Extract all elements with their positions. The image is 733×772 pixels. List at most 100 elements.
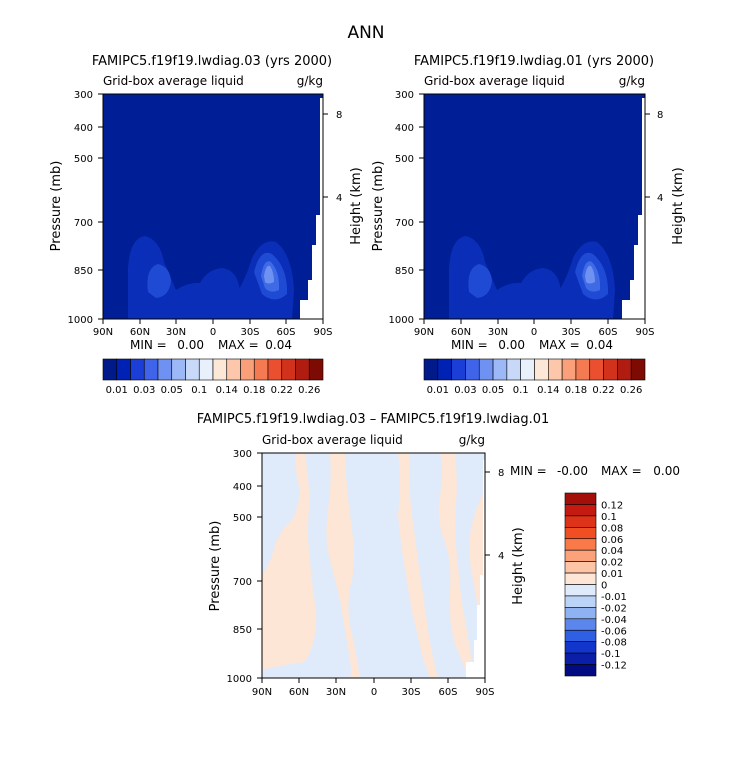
x-tick-label: 90N [93,327,113,338]
colorbar-swatch [617,358,632,381]
contour-level-1 [128,236,294,319]
y-tick-label: 500 [395,154,414,165]
panel-subtitle-right: g/kg [619,74,645,88]
colorbar-swatch [564,595,597,608]
contour-layer [128,94,323,319]
colorbar-label: 0.26 [620,385,642,396]
x-tick-label: 30S [240,327,259,338]
x-tick-label: 60S [598,327,617,338]
panel-1: FAMIPC5.f19f19.lwdiag.03 (yrs 2000) Grid… [49,54,364,396]
min-label: MIN = [510,464,547,478]
colorbar-label: -0.12 [601,661,627,672]
y-axis-label: Pressure (mb) [49,161,64,252]
colorbar-label: 0.03 [133,385,155,396]
colorbar-swatch [575,358,591,381]
difference-field [262,453,485,678]
y-right-tick-label: 8 [336,110,342,121]
x-tick-label: 0 [371,687,377,698]
max-value: 0.00 [653,464,680,478]
colorbar-swatch [240,358,255,381]
colorbar-label: 0.22 [271,385,293,396]
y-tick-label: 1000 [389,315,414,326]
panel-subtitle-right: g/kg [297,74,323,88]
x-tick-label: 60N [451,327,471,338]
x-tick-label: 60S [438,687,457,698]
colorbar-swatch [603,358,618,381]
y-tick-label: 500 [233,513,252,524]
colorbar-label: 0.1 [601,512,617,523]
colorbar-label: -0.08 [601,638,627,649]
max-label: MAX = [539,338,580,352]
colorbar-swatch [564,664,597,677]
y-tick-label: 700 [395,218,414,229]
min-value: 0.00 [177,338,204,352]
terrain-mask [300,94,323,319]
contour-level-4 [585,265,595,284]
y-tick-label: 700 [74,218,93,229]
y-axis-right: 8 4 [645,110,663,204]
y-tick-label: 850 [233,625,252,636]
x-tick-label: 30S [561,327,580,338]
colorbar-swatch [589,358,604,381]
negative-region [262,453,300,575]
x-tick-label: 60N [289,687,309,698]
x-tick-label: 0 [531,327,537,338]
colorbar-swatch [116,358,131,381]
colorbar-label: 0.12 [601,500,623,511]
colorbar-swatch [548,358,563,381]
y-axis-right-label: Height (km) [671,167,686,244]
contour-level-2 [468,264,492,298]
colorbar-swatch [564,618,597,631]
colorbar-label: 0.01 [427,385,449,396]
panel-subtitle-left: Grid-box average liquid [103,74,244,88]
min-label: MIN = [451,338,488,352]
y-tick-label: 300 [233,449,252,460]
colorbar-swatch [423,358,439,381]
x-axis: 90N 60N 30N 0 30S 60S 90S [93,319,333,338]
x-tick-label: 0 [210,327,216,338]
stats-line: MIN = 0.00 MAX = 0.04 [130,338,292,352]
colorbar-label: 0.03 [454,385,476,396]
page-title: ANN [347,23,384,43]
y-right-tick-label: 8 [657,110,663,121]
y-tick-label: 500 [74,154,93,165]
colorbar-swatch [564,572,597,585]
colorbar-label: -0.01 [601,592,627,603]
colorbar-swatch [564,538,597,551]
colorbar-swatch [171,358,186,381]
negative-region [409,453,468,678]
colorbar-label: 0 [601,581,607,592]
colorbar-swatch [534,358,549,381]
colorbar-label: 0.18 [243,385,265,396]
colorbar-swatch [253,358,269,381]
panel-title: FAMIPC5.f19f19.lwdiag.01 (yrs 2000) [414,54,654,69]
min-value: 0.00 [498,338,525,352]
x-tick-label: 90N [252,687,272,698]
stats-line: MIN = 0.00 MAX = 0.04 [451,338,613,352]
x-tick-label: 90S [635,327,654,338]
colorbar-swatch [281,358,296,381]
colorbar-swatch [564,527,597,540]
colorbar-label: -0.06 [601,626,627,637]
panel-title: FAMIPC5.f19f19.lwdiag.03 – FAMIPC5.f19f1… [197,412,550,427]
colorbar-label: 0.22 [592,385,614,396]
colorbar-swatch [102,358,118,381]
colorbar-swatch [561,358,577,381]
x-tick-label: 60S [276,327,295,338]
x-tick-label: 90N [414,327,434,338]
x-tick-label: 90S [313,327,332,338]
colorbar-swatch [564,492,597,505]
max-value: 0.04 [265,338,292,352]
colorbar-swatch [492,358,508,381]
colorbar-label: -0.02 [601,603,627,614]
contour-level-4 [264,265,274,284]
colorbar-swatch [308,358,324,381]
min-value: -0.00 [557,464,588,478]
colorbar-swatch [185,358,200,381]
colorbar-swatch [437,358,452,381]
colorbar-label: 0.01 [601,569,623,580]
colorbar-swatch [130,358,145,381]
y-axis-left: 300 400 500 700 850 1000 [389,90,424,326]
stats-line: MIN = -0.00 MAX = 0.00 [510,464,680,478]
colorbar-label: 0.04 [601,546,623,557]
